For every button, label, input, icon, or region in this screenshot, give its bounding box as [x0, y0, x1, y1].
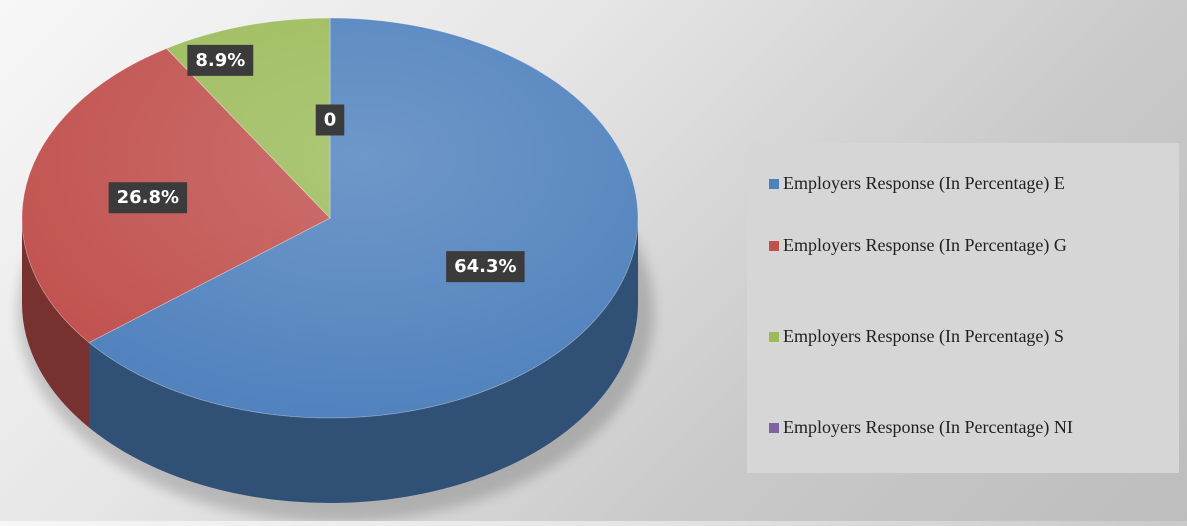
data-label-text-e: 64.3%	[454, 256, 516, 277]
legend-item-s: Employers Response (In Percentage) S	[769, 326, 1064, 347]
pie-depth	[22, 218, 639, 504]
pie-side-e	[89, 218, 639, 504]
pie-top	[21, 17, 639, 419]
pie-highlight	[22, 18, 638, 418]
legend-label-e: Employers Response (In Percentage) E	[783, 173, 1065, 193]
data-label-g: 26.8%	[108, 182, 188, 214]
legend: Employers Response (In Percentage) E Emp…	[747, 143, 1179, 473]
legend-item-ni: Employers Response (In Percentage) NI	[769, 417, 1073, 438]
legend-label-s: Employers Response (In Percentage) S	[783, 326, 1064, 346]
legend-swatch-e	[769, 178, 779, 189]
legend-item-e: Employers Response (In Percentage) E	[769, 173, 1065, 194]
pie-side-g	[22, 218, 90, 428]
legend-label-g: Employers Response (In Percentage) G	[783, 235, 1067, 255]
data-label-e: 64.3%	[446, 251, 525, 283]
legend-swatch-s	[769, 331, 779, 342]
data-label-text-s: 8.9%	[195, 50, 245, 71]
legend-label-ni: Employers Response (In Percentage) NI	[783, 417, 1073, 437]
data-label-s: 8.9%	[187, 44, 254, 76]
data-label-text-g: 26.8%	[117, 187, 179, 208]
legend-item-g: Employers Response (In Percentage) G	[769, 235, 1067, 256]
data-label-text-ni: 0	[324, 110, 337, 131]
data-label-box-s	[187, 44, 254, 76]
legend-swatch-ni	[769, 422, 779, 433]
data-label-box-ni	[315, 104, 345, 136]
data-label-box-e	[446, 251, 525, 283]
data-label-box-g	[108, 182, 188, 214]
legend-swatch-g	[769, 240, 779, 251]
data-label-ni: 0	[315, 104, 345, 136]
pie-labels: 64.3% 26.8% 8.9% 0	[108, 44, 525, 283]
